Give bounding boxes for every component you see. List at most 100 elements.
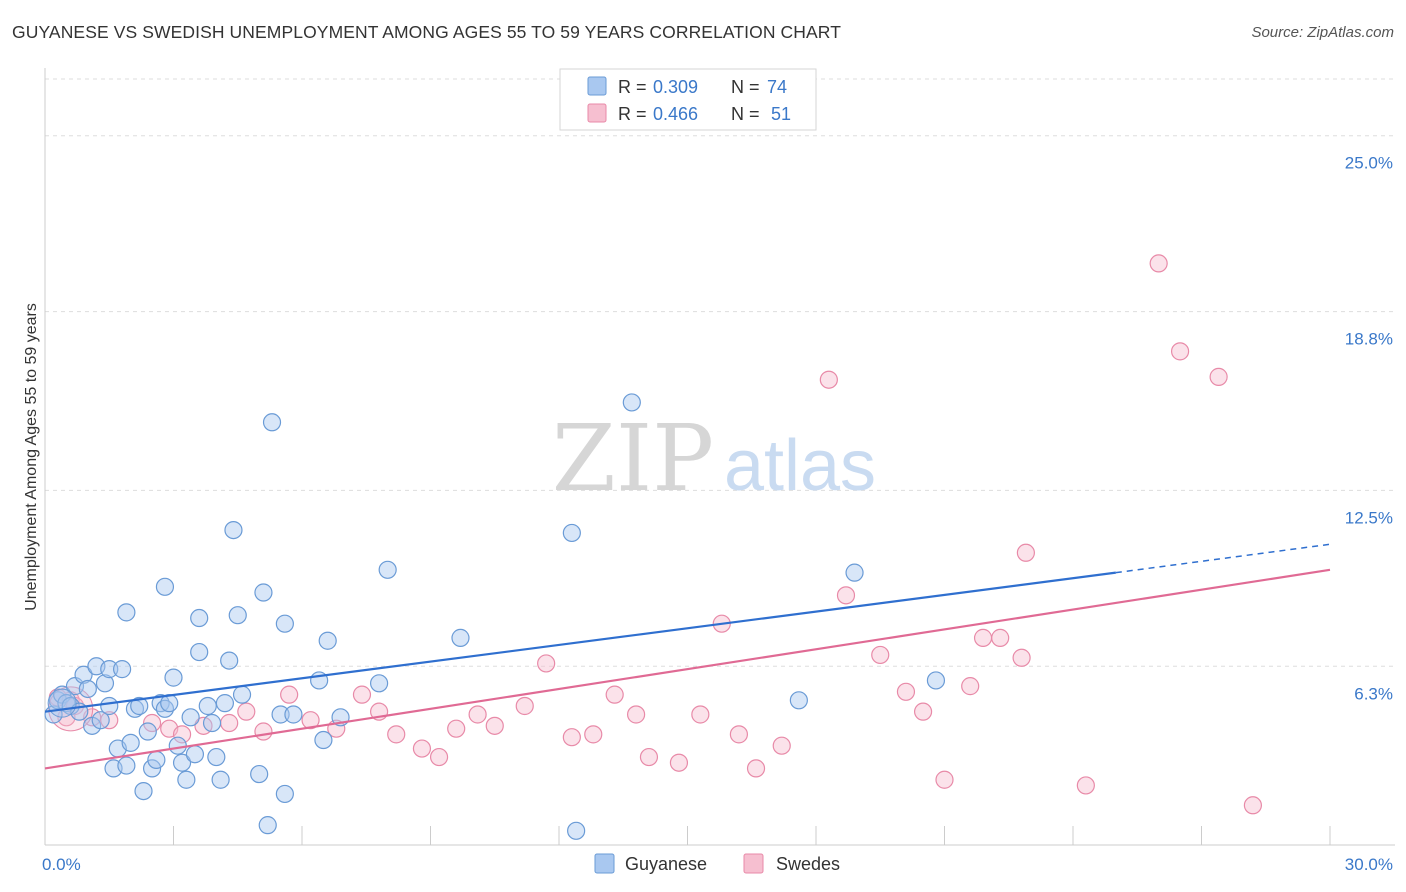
source-credit: Source: ZipAtlas.com — [1251, 24, 1394, 41]
y-axis-label: Unemployment Among Ages 55 to 59 years — [23, 303, 40, 611]
legend-n-label: N = — [731, 77, 760, 97]
x-tick-label: 0.0% — [42, 855, 81, 874]
data-point-swedes — [746, 759, 766, 778]
axes — [44, 68, 1395, 846]
data-point-guyanese — [271, 705, 290, 724]
data-point-swedes — [1243, 796, 1263, 815]
data-point-guyanese — [134, 781, 153, 801]
data-point-guyanese — [232, 685, 252, 704]
data-point-guyanese — [926, 671, 946, 690]
data-point-swedes — [254, 722, 273, 741]
data-point-guyanese — [845, 563, 864, 582]
chart-title: GUYANESE VS SWEDISH UNEMPLOYMENT AMONG A… — [12, 22, 842, 42]
legend-n-value: 51 — [771, 104, 791, 124]
data-point-guyanese — [254, 583, 273, 602]
data-point-guyanese — [177, 770, 196, 789]
data-point-guyanese — [262, 413, 282, 432]
y-tick-label: 18.8% — [1345, 330, 1393, 349]
trend-line-guyanese-extension — [1115, 543, 1331, 574]
data-point-guyanese — [185, 745, 205, 764]
legend-r-label: R = — [618, 104, 647, 124]
data-point-guyanese — [164, 668, 183, 687]
data-point-swedes — [515, 696, 534, 716]
data-point-guyanese — [451, 628, 470, 647]
data-point-guyanese — [117, 756, 136, 775]
legend-r-value: 0.309 — [653, 77, 698, 97]
data-point-guyanese — [258, 816, 277, 835]
series-swedes-points — [48, 254, 1263, 815]
data-point-swedes — [1016, 543, 1035, 562]
data-point-swedes — [973, 628, 993, 647]
legend-swatch-guyanese — [587, 76, 607, 96]
data-point-swedes — [352, 685, 372, 704]
data-point-guyanese — [314, 730, 333, 750]
data-point-swedes — [639, 747, 659, 767]
data-point-guyanese — [211, 770, 230, 789]
data-point-swedes — [237, 702, 256, 721]
legend-swatch-swedes — [587, 103, 607, 123]
data-point-guyanese — [117, 603, 136, 622]
data-point-guyanese — [378, 560, 397, 579]
legend-r-label: R = — [618, 77, 647, 97]
data-point-swedes — [961, 677, 980, 696]
trend-line-guyanese — [44, 571, 1116, 713]
data-point-swedes — [819, 370, 838, 389]
data-point-guyanese — [78, 679, 97, 699]
data-point-swedes — [836, 586, 856, 605]
y-tick-label: 12.5% — [1345, 508, 1393, 527]
data-point-guyanese — [121, 733, 140, 752]
data-point-swedes — [913, 702, 933, 721]
data-point-swedes — [447, 719, 466, 738]
data-point-swedes — [301, 711, 320, 730]
data-point-guyanese — [202, 713, 222, 733]
data-point-guyanese — [215, 694, 234, 713]
data-point-guyanese — [112, 660, 132, 679]
data-point-guyanese — [190, 642, 209, 662]
legend: R = 0.309 N = 74 R = 0.466 N = 51 — [559, 68, 817, 131]
data-point-guyanese — [224, 520, 243, 540]
bottom-legend-swatch-guyanese — [594, 853, 615, 874]
data-point-guyanese — [250, 764, 269, 784]
data-point-swedes — [387, 725, 406, 744]
legend-r-value: 0.466 — [653, 104, 698, 124]
data-point-swedes — [871, 645, 890, 665]
data-point-swedes — [691, 705, 710, 724]
data-point-swedes — [412, 739, 432, 758]
data-point-swedes — [1209, 367, 1228, 386]
data-point-guyanese — [74, 665, 93, 684]
data-point-guyanese — [190, 608, 209, 628]
tick-labels: 6.3% 12.5% 18.8% 25.0% 0.0% 30.0% — [42, 154, 1393, 874]
bottom-legend-label-guyanese: Guyanese — [625, 854, 707, 874]
data-point-guyanese — [284, 705, 303, 724]
data-point-guyanese — [275, 784, 294, 804]
data-point-guyanese — [100, 660, 119, 679]
watermark-atlas: atlas — [724, 426, 876, 506]
data-point-guyanese — [562, 523, 581, 543]
data-point-guyanese — [228, 606, 247, 625]
legend-n-value: 74 — [767, 77, 787, 97]
data-point-swedes — [1170, 342, 1190, 361]
data-point-swedes — [584, 725, 603, 744]
data-point-swedes — [172, 725, 192, 744]
data-point-guyanese — [198, 696, 217, 716]
data-point-swedes — [1149, 254, 1168, 273]
trend-lines — [44, 543, 1331, 770]
data-point-guyanese — [47, 688, 77, 718]
data-point-swedes — [142, 713, 162, 733]
data-point-swedes — [772, 736, 791, 755]
data-point-guyanese — [207, 747, 226, 767]
data-point-guyanese — [91, 711, 110, 730]
bottom-legend-swatch-swedes — [743, 853, 764, 874]
data-point-swedes — [605, 685, 624, 704]
data-point-swedes — [729, 725, 749, 744]
data-point-swedes — [280, 685, 299, 704]
data-point-swedes — [626, 705, 646, 724]
x-tick-label: 30.0% — [1345, 855, 1393, 874]
data-point-guyanese — [95, 674, 115, 693]
data-point-guyanese — [622, 393, 641, 412]
data-point-guyanese — [155, 577, 175, 596]
data-point-swedes — [485, 716, 504, 735]
data-point-guyanese — [370, 674, 389, 693]
y-tick-label: 6.3% — [1354, 684, 1393, 703]
